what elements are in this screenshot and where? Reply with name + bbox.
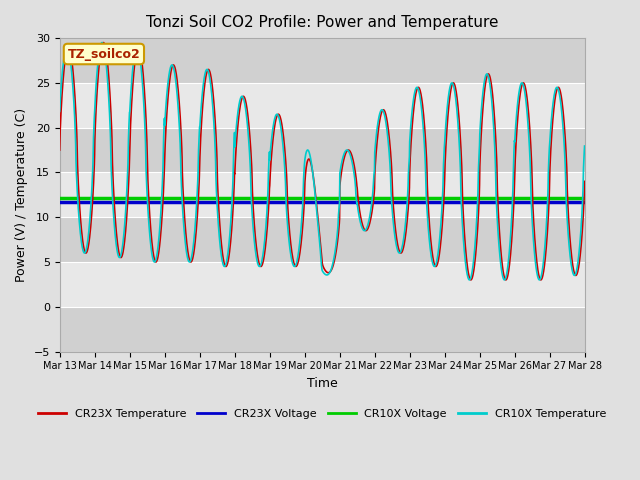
X-axis label: Time: Time [307,377,337,390]
Legend: CR23X Temperature, CR23X Voltage, CR10X Voltage, CR10X Temperature: CR23X Temperature, CR23X Voltage, CR10X … [34,404,611,423]
Text: TZ_soilco2: TZ_soilco2 [68,48,140,60]
Bar [60,307,584,351]
Bar [60,38,584,83]
Bar [60,217,584,262]
Bar [60,172,584,217]
Title: Tonzi Soil CO2 Profile: Power and Temperature: Tonzi Soil CO2 Profile: Power and Temper… [146,15,499,30]
Bar [60,83,584,128]
Bar [60,262,584,307]
Y-axis label: Power (V) / Temperature (C): Power (V) / Temperature (C) [15,108,28,282]
Bar [60,128,584,172]
